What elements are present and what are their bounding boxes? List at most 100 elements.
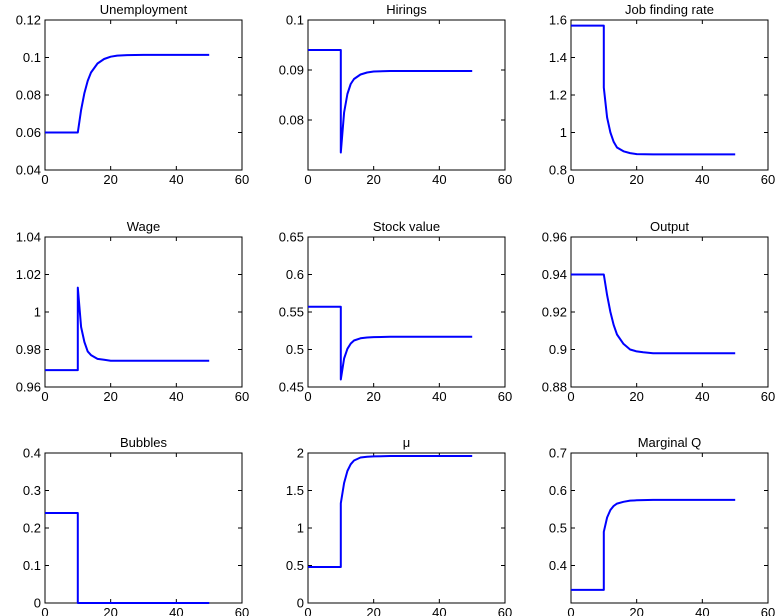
panel-5: Stock value 0 20 40 60 0.45 0.5 0.55 0.6 0.65 (279, 219, 513, 404)
x-tick-label: 40 (695, 172, 709, 187)
panel-title: Unemployment (100, 2, 188, 17)
panel-3: Job finding rate 0 20 40 60 0.8 1 1.2 1.4 1.6 (549, 2, 775, 187)
y-tick-label: 0.55 (279, 305, 304, 320)
y-tick-label: 0.1 (23, 50, 41, 65)
series-line (571, 24, 736, 156)
x-tick-label: 0 (304, 605, 311, 616)
x-tick-label: 0 (567, 389, 574, 404)
panel-4: Wage 0 20 40 60 0.96 0.98 1 1.02 1.04 (16, 219, 250, 404)
y-tick-label: 1.2 (549, 88, 567, 103)
y-tick-label: 0.65 (279, 230, 304, 245)
y-tick-label: 0.3 (23, 483, 41, 498)
y-tick-label: 0.5 (549, 521, 567, 536)
x-tick-label: 60 (761, 172, 775, 187)
panel-7: Bubbles 0 20 40 60 0 0.1 0.2 0.3 0.4 (23, 435, 249, 616)
y-tick-label: 0.12 (16, 13, 41, 28)
y-tick-label: 0.9 (549, 342, 567, 357)
y-tick-label: 0.92 (542, 305, 567, 320)
y-tick-label: 0.4 (23, 446, 41, 461)
y-tick-label: 0.6 (286, 267, 304, 282)
y-tick-label: 0.96 (542, 230, 567, 245)
y-tick-label: 1 (34, 305, 41, 320)
y-tick-label: 1.4 (549, 50, 567, 65)
x-tick-label: 20 (366, 389, 380, 404)
y-tick-label: 2 (297, 446, 304, 461)
y-tick-label: 0.2 (23, 521, 41, 536)
series-line (45, 53, 210, 134)
axes-box (44, 452, 243, 604)
y-tick-label: 0.1 (286, 13, 304, 28)
y-tick-label: 0.94 (542, 267, 567, 282)
panel-2: Hirings 0 20 40 60 0.08 0.09 0.1 (279, 2, 513, 187)
panel-title: μ (403, 435, 411, 450)
y-tick-label: 0.88 (542, 380, 567, 395)
axes-box (44, 19, 243, 171)
y-tick-label: 0.7 (549, 446, 567, 461)
x-tick-label: 40 (432, 172, 446, 187)
y-tick-label: 1 (297, 521, 304, 536)
x-tick-label: 60 (235, 172, 249, 187)
series-line (45, 512, 210, 604)
axes-box (307, 19, 506, 171)
panel-title: Job finding rate (625, 2, 714, 17)
x-tick-label: 40 (695, 605, 709, 616)
series-line (308, 455, 473, 568)
x-tick-label: 20 (103, 605, 117, 616)
x-tick-label: 20 (629, 605, 643, 616)
series-line (308, 49, 473, 154)
x-tick-label: 20 (629, 389, 643, 404)
y-tick-label: 0.45 (279, 380, 304, 395)
series-line (571, 498, 736, 591)
panel-1: Unemployment 0 20 40 60 0.04 0.06 0.08 0.1 0.12 (16, 2, 250, 187)
panel-8: μ 0 20 40 60 0 0.5 1 1.5 2 (286, 435, 512, 616)
x-tick-label: 60 (235, 605, 249, 616)
panel-title: Wage (127, 219, 160, 234)
x-tick-label: 20 (629, 172, 643, 187)
x-tick-label: 60 (761, 389, 775, 404)
y-tick-label: 0 (297, 596, 304, 611)
y-tick-label: 0.98 (16, 342, 41, 357)
x-tick-label: 60 (761, 605, 775, 616)
x-tick-label: 40 (432, 389, 446, 404)
series-line (45, 286, 210, 372)
y-tick-label: 0.5 (286, 342, 304, 357)
x-tick-label: 20 (366, 605, 380, 616)
axes-box (570, 452, 769, 604)
y-tick-label: 0.08 (16, 88, 41, 103)
y-tick-label: 0.08 (279, 113, 304, 128)
x-tick-label: 0 (567, 172, 574, 187)
x-tick-label: 0 (567, 605, 574, 616)
x-tick-label: 40 (169, 389, 183, 404)
y-tick-label: 1.04 (16, 230, 41, 245)
panel-title: Marginal Q (638, 435, 702, 450)
y-tick-label: 0.8 (549, 163, 567, 178)
axes-box (44, 236, 243, 388)
y-tick-label: 0.06 (16, 125, 41, 140)
x-tick-label: 0 (41, 389, 48, 404)
x-tick-label: 40 (432, 605, 446, 616)
x-tick-label: 60 (235, 389, 249, 404)
x-tick-label: 20 (103, 172, 117, 187)
axes-box (307, 452, 506, 604)
panel-title: Bubbles (120, 435, 167, 450)
y-tick-label: 0.4 (549, 558, 567, 573)
series-line (571, 273, 736, 355)
series-line (308, 305, 473, 381)
axes-box (307, 236, 506, 388)
y-tick-label: 0.09 (279, 63, 304, 78)
x-tick-label: 0 (304, 389, 311, 404)
y-tick-label: 1.5 (286, 483, 304, 498)
y-tick-label: 0.1 (23, 558, 41, 573)
panel-9: Marginal Q 0 20 40 60 0.4 0.5 0.6 0.7 (549, 435, 775, 616)
x-tick-label: 60 (498, 389, 512, 404)
y-tick-label: 0 (34, 596, 41, 611)
x-tick-label: 60 (498, 172, 512, 187)
x-tick-label: 40 (695, 389, 709, 404)
y-tick-label: 0.5 (286, 558, 304, 573)
y-tick-label: 0.96 (16, 380, 41, 395)
y-tick-label: 0.6 (549, 483, 567, 498)
panel-title: Hirings (386, 2, 427, 17)
x-tick-label: 0 (304, 172, 311, 187)
x-tick-label: 0 (41, 172, 48, 187)
